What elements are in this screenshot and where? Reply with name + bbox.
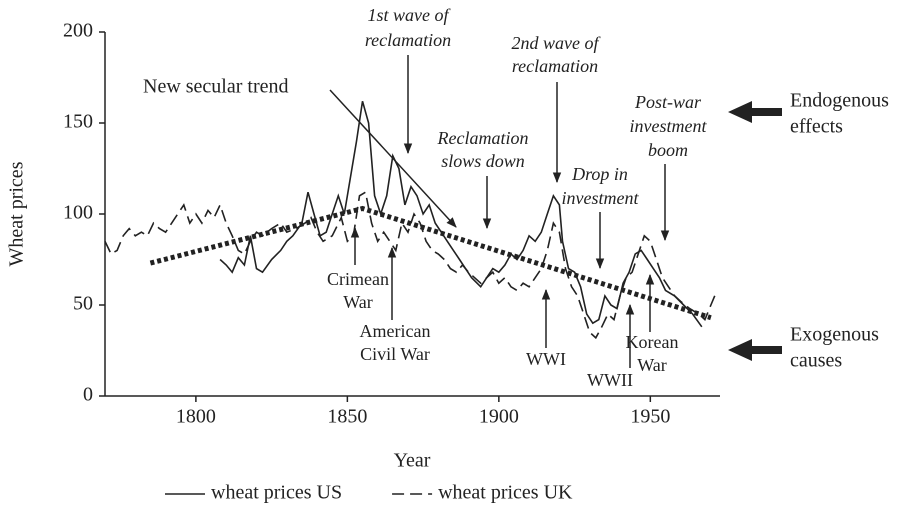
annotation: New secular trend <box>143 76 289 98</box>
annotation: Endogenous <box>790 90 889 112</box>
x-tick-label: 1900 <box>479 406 519 428</box>
annotation: Drop in <box>571 164 628 184</box>
annotation: Korean <box>626 332 679 352</box>
y-axis-label: Wheat prices <box>6 161 28 266</box>
annotation: causes <box>790 350 842 372</box>
y-tick-label: 50 <box>73 293 93 315</box>
legend-label: wheat prices UK <box>438 482 573 504</box>
series-line <box>104 190 718 340</box>
annotation: slows down <box>441 151 525 171</box>
y-tick-label: 0 <box>83 384 93 406</box>
arrows <box>329 55 782 368</box>
annotation: effects <box>790 116 843 138</box>
y-tick-label: 100 <box>63 202 93 224</box>
annotation: WWII <box>587 370 633 390</box>
annotation: American <box>360 321 431 341</box>
big-arrow <box>728 101 782 123</box>
x-tick-label: 1850 <box>327 406 367 428</box>
big-arrow <box>728 339 782 361</box>
y-tick-label: 200 <box>63 20 93 42</box>
annotation: reclamation <box>512 56 598 76</box>
x-tick-label: 1950 <box>630 406 670 428</box>
x-axis-label: Year <box>394 450 431 472</box>
annotation: War <box>343 292 373 312</box>
annotation: boom <box>648 140 688 160</box>
annotation: Crimean <box>327 269 389 289</box>
annotation: 2nd wave of <box>512 33 602 53</box>
y-tick-label: 150 <box>63 111 93 133</box>
annotation: 1st wave of <box>368 5 452 25</box>
annotation: Post-war <box>634 92 702 112</box>
annotation: WWI <box>526 349 566 369</box>
annotation: investment <box>562 188 640 208</box>
annotation: investment <box>630 116 708 136</box>
annotation: reclamation <box>365 30 451 50</box>
annotation: Exogenous <box>790 324 879 346</box>
annotation: War <box>637 355 667 375</box>
annotation: Civil War <box>360 344 430 364</box>
annotation: Reclamation <box>437 128 529 148</box>
series-line <box>219 100 703 328</box>
trend-line <box>149 205 712 321</box>
annotations: 1st wave of reclamation New secular tren… <box>143 5 889 390</box>
legend-label: wheat prices US <box>211 482 342 504</box>
x-tick-label: 1800 <box>176 406 216 428</box>
